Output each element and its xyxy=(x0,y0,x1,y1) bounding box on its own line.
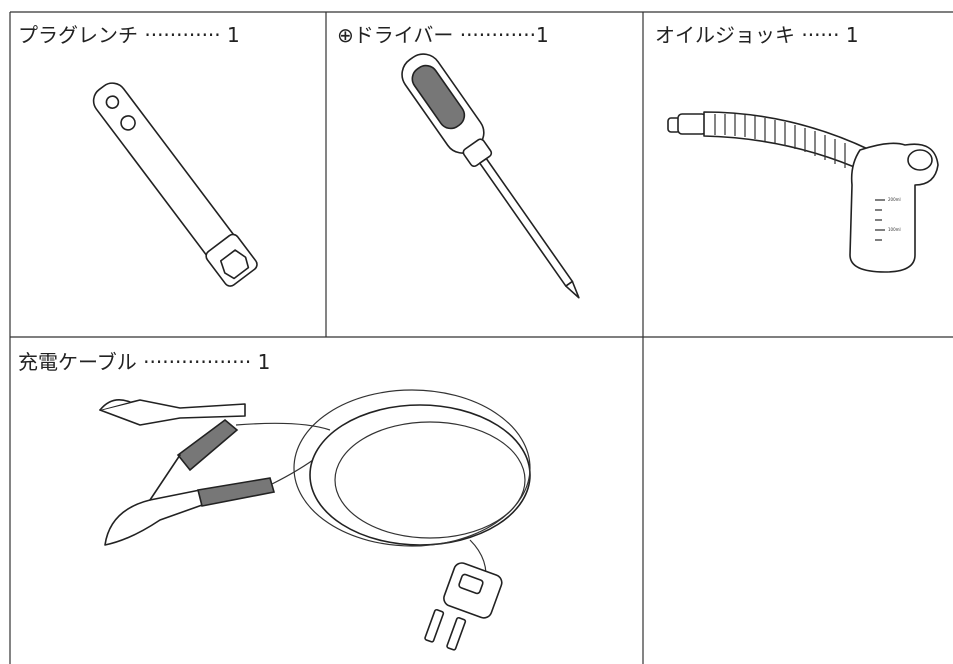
oil-jug-illustration: 200ml 100ml xyxy=(667,111,939,273)
table-grid xyxy=(9,11,953,664)
scale-label: 100ml xyxy=(888,227,901,232)
item-label: ⊕ドライバー ············1 xyxy=(337,23,549,47)
plug-wrench-illustration xyxy=(92,82,258,287)
item-label: オイルジョッキ ······ 1 xyxy=(655,23,859,47)
item-label: 充電ケーブル ················· 1 xyxy=(18,350,270,374)
scale-label: 200ml xyxy=(888,197,901,202)
screwdriver-illustration xyxy=(401,53,580,299)
item-label: プラグレンチ ············ 1 xyxy=(18,23,240,47)
charging-cable-illustration xyxy=(99,389,531,651)
